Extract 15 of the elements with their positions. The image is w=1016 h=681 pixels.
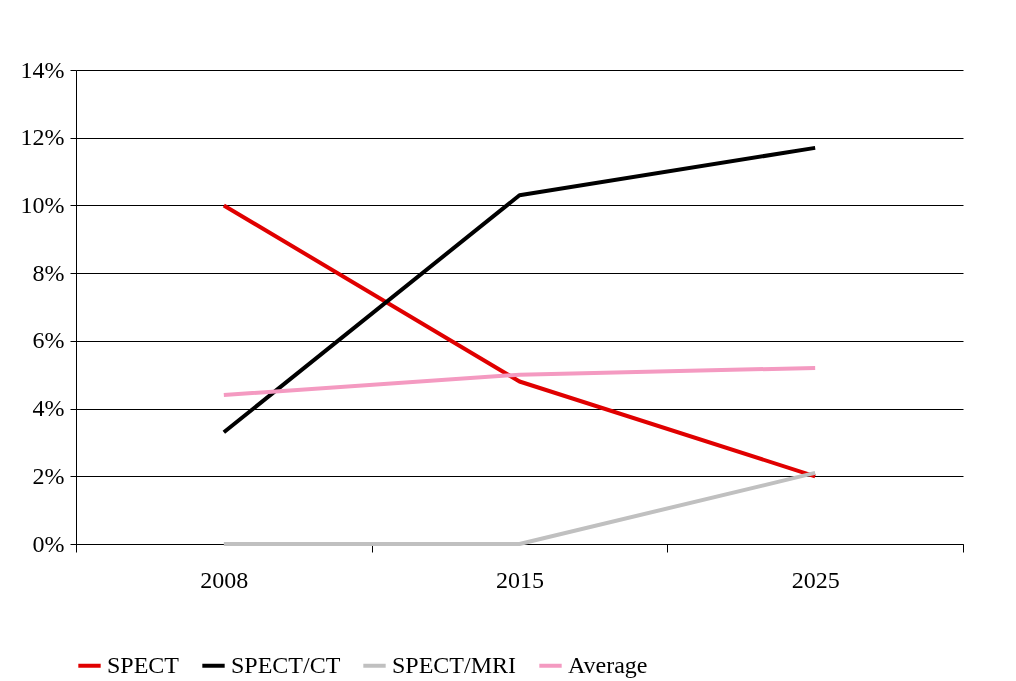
x-tick-label: 2008 (200, 566, 249, 593)
x-tick-label: 2015 (496, 566, 544, 593)
y-tick-label: 10% (20, 191, 65, 218)
y-tick-label: 0% (32, 530, 65, 557)
y-tick-label: 2% (32, 462, 65, 489)
y-tick-label: 8% (32, 259, 65, 286)
y-tick-label: 12% (20, 124, 65, 151)
y-tick-label: 14% (20, 56, 65, 83)
legend-label: SPECT (107, 651, 180, 678)
legend-label: SPECT/CT (231, 651, 341, 678)
legend-label: Average (568, 651, 648, 678)
x-tick-label: 2025 (791, 566, 840, 593)
y-tick-label: 4% (32, 395, 65, 422)
legend-label: SPECT/MRI (392, 651, 517, 678)
y-tick-label: 6% (32, 327, 65, 354)
